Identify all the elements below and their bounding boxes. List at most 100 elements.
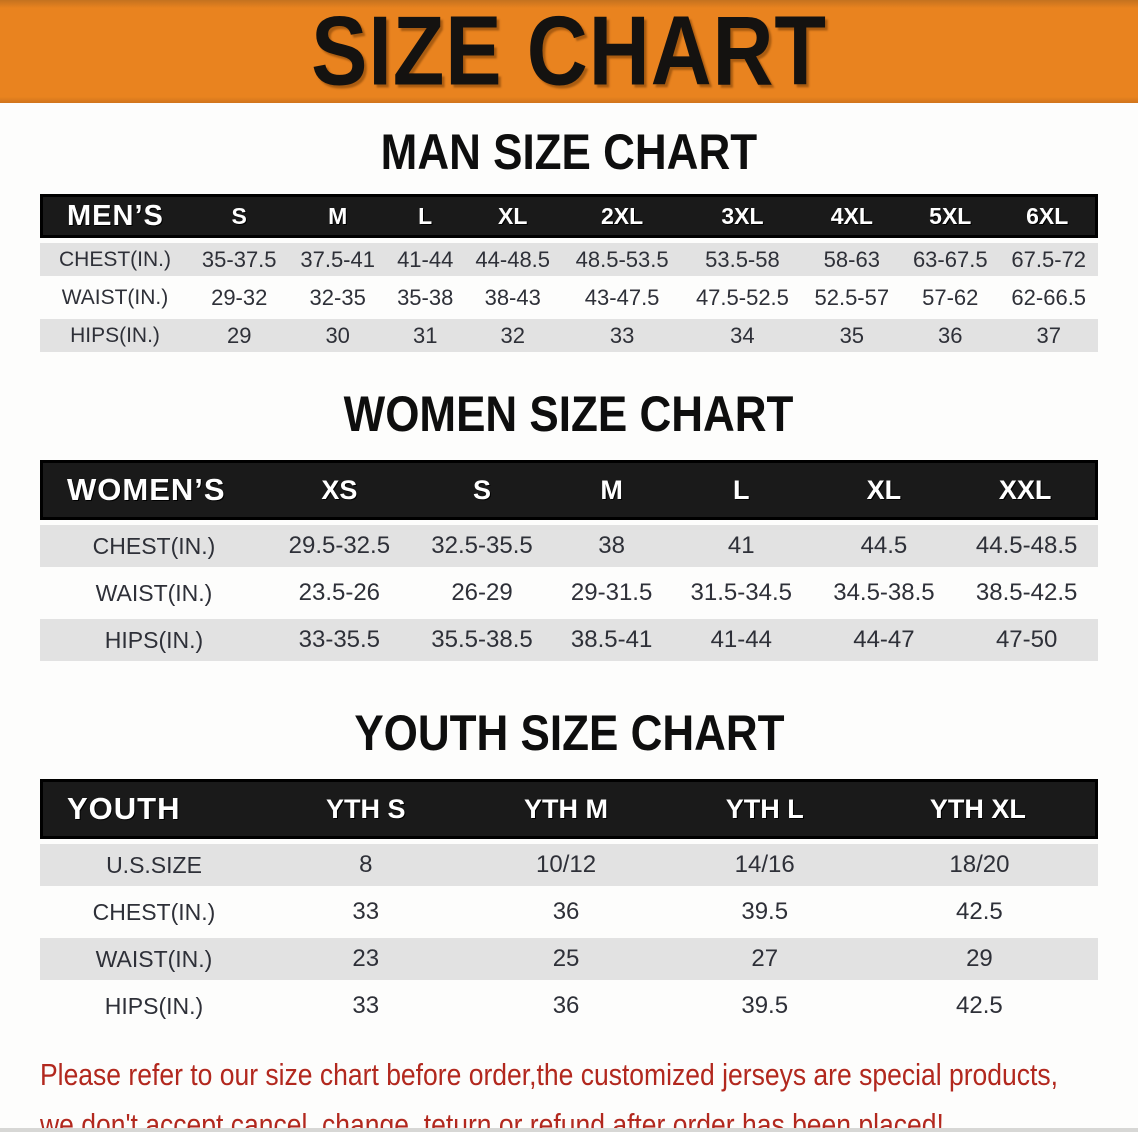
measurement-value: 41: [669, 525, 813, 567]
measurement-value: 44.5: [812, 525, 956, 567]
table-row: WAIST(IN.) 29-32 32-35 35-38 38-43 43-47.5 47.…: [40, 281, 1098, 314]
size-column-header: S: [190, 194, 289, 238]
measurement-value: 35.5-38.5: [410, 619, 554, 661]
measurement-value: 35: [802, 319, 902, 352]
measurement-value: 23.5-26: [298, 579, 381, 606]
measurement-value: 18/20: [860, 844, 1098, 886]
women-size-section: WOMEN SIZE CHART WOMEN’S XS S M L XL XXL CHEST(…: [0, 389, 1138, 666]
measurement-value: 44-47: [812, 619, 956, 661]
measurement-value: 53.5-58: [682, 243, 803, 276]
measurement-label: HIPS(IN.): [40, 619, 268, 661]
measurement-value: 52.5-57: [814, 284, 890, 310]
measurement-value: 47-50: [955, 619, 1098, 661]
measurement-value: 31: [386, 319, 464, 352]
group-label: MEN’S: [40, 194, 190, 238]
size-column-header: XXL: [955, 460, 1098, 520]
size-column-header: YTH XL: [860, 779, 1098, 839]
youth-size-section: YOUTH SIZE CHART YOUTH YTH S YTH M YTH L YTH…: [0, 708, 1138, 1032]
size-column-header: XL: [463, 194, 562, 238]
measurement-value: 37: [999, 319, 1098, 352]
size-column-header: 3XL: [682, 194, 803, 238]
youth-section-title: YOUTH SIZE CHART: [0, 708, 1138, 758]
women-section-title-text: WOMEN SIZE CHART: [344, 386, 794, 442]
table-row: CHEST(IN.) 35-37.5 37.5-41 41-44 44-48.5 48.5…: [40, 243, 1098, 276]
measurement-value: 38.5-42.5: [975, 579, 1078, 606]
bottom-edge-line: [0, 1128, 1138, 1132]
banner-title: SIZE CHART: [311, 0, 827, 106]
size-column-header: M: [288, 194, 387, 238]
measurement-label: WAIST(IN.): [95, 579, 213, 606]
measurement-label: CHEST(IN.): [40, 243, 190, 276]
women-section-title: WOMEN SIZE CHART: [0, 389, 1138, 439]
measurement-value: 47.5-52.5: [695, 284, 789, 310]
measurement-value: 38: [553, 525, 670, 567]
measurement-value: 14/16: [668, 844, 861, 886]
measurement-value: 32-35: [309, 284, 366, 310]
measurement-value: 67.5-72: [999, 243, 1098, 276]
size-column-header: M: [553, 460, 670, 520]
size-column-header: S: [410, 460, 554, 520]
measurement-label: U.S.SIZE: [40, 844, 268, 886]
measurement-value: 36: [901, 319, 1000, 352]
measurement-value: 8: [268, 844, 464, 886]
measurement-value: 57-62: [922, 284, 979, 310]
size-column-header: 5XL: [901, 194, 1000, 238]
measurement-value: 33: [352, 898, 380, 925]
measurement-value: 32: [463, 319, 562, 352]
size-column-header: L: [386, 194, 464, 238]
measurement-value: 43-47.5: [584, 284, 660, 310]
header-row: YOUTH YTH S YTH M YTH L YTH XL: [40, 779, 1098, 839]
men-size-section: MAN SIZE CHART MEN’S S M L XL 2XL 3XL 4XL 5XL 6XL…: [0, 127, 1138, 357]
youth-section-title-text: YOUTH SIZE CHART: [353, 705, 785, 761]
size-column-header: 6XL: [999, 194, 1098, 238]
table-row: U.S.SIZE 8 10/12 14/16 18/20: [40, 844, 1098, 886]
size-column-header: YTH M: [463, 779, 669, 839]
measurement-value: 36: [552, 992, 580, 1019]
header-row: MEN’S S M L XL 2XL 3XL 4XL 5XL 6XL: [40, 194, 1098, 238]
size-column-header: YTH S: [268, 779, 464, 839]
size-column-header: 2XL: [561, 194, 683, 238]
size-column-header: XL: [812, 460, 956, 520]
measurement-value: 29: [190, 319, 289, 352]
measurement-value: 25: [463, 938, 669, 980]
men-section-title-text: MAN SIZE CHART: [380, 124, 758, 180]
disclaimer-line-1: Please refer to our size chart before or…: [40, 1057, 1058, 1092]
group-label: YOUTH: [40, 779, 268, 839]
measurement-value: 42.5: [956, 992, 1003, 1019]
measurement-value: 58-63: [802, 243, 902, 276]
measurement-value: 30: [288, 319, 387, 352]
measurement-value: 41-44: [669, 619, 813, 661]
measurement-value: 63-67.5: [901, 243, 1000, 276]
measurement-value: 34.5-38.5: [833, 579, 935, 606]
group-label: WOMEN’S: [40, 460, 268, 520]
measurement-value: 29-31.5: [570, 579, 653, 606]
men-size-table: MEN’S S M L XL 2XL 3XL 4XL 5XL 6XL CHEST(IN.) 35-37…: [40, 189, 1098, 357]
size-chart-banner: SIZE CHART: [0, 0, 1138, 103]
measurement-label: HIPS(IN.): [104, 992, 204, 1019]
measurement-value: 48.5-53.5: [561, 243, 683, 276]
measurement-value: 35-37.5: [190, 243, 289, 276]
size-column-header: L: [669, 460, 813, 520]
measurement-label: WAIST(IN.): [61, 285, 169, 309]
women-size-table: WOMEN’S XS S M L XL XXL CHEST(IN.) 29.5-32.5 32.5…: [40, 455, 1098, 666]
measurement-value: 32.5-35.5: [410, 525, 554, 567]
measurement-value: 37.5-41: [288, 243, 387, 276]
measurement-value: 27: [668, 938, 861, 980]
measurement-value: 38-43: [484, 284, 541, 310]
table-row: CHEST(IN.) 29.5-32.5 32.5-35.5 38 41 44.5 44.5…: [40, 525, 1098, 567]
measurement-value: 41-44: [386, 243, 464, 276]
measurement-value: 33: [352, 992, 380, 1019]
measurement-label: WAIST(IN.): [40, 938, 268, 980]
table-row: WAIST(IN.) 23 25 27 29: [40, 938, 1098, 980]
measurement-value: 29.5-32.5: [268, 525, 411, 567]
youth-size-table: YOUTH YTH S YTH M YTH L YTH XL U.S.SIZE 8 10/12…: [40, 774, 1098, 1032]
header-row: WOMEN’S XS S M L XL XXL: [40, 460, 1098, 520]
table-row: HIPS(IN.) 33-35.5 35.5-38.5 38.5-41 41-44 44-…: [40, 619, 1098, 661]
measurement-value: 39.5: [741, 898, 789, 925]
size-column-header: YTH L: [668, 779, 861, 839]
measurement-value: 38.5-41: [553, 619, 670, 661]
disclaimer-line-2: we don't accept cancel, change, teturn o…: [40, 1107, 944, 1132]
measurement-value: 62-66.5: [1011, 284, 1087, 310]
measurement-value: 31.5-34.5: [690, 579, 792, 606]
table-row: HIPS(IN.) 29 30 31 32 33 34 35 36 37: [40, 319, 1098, 352]
